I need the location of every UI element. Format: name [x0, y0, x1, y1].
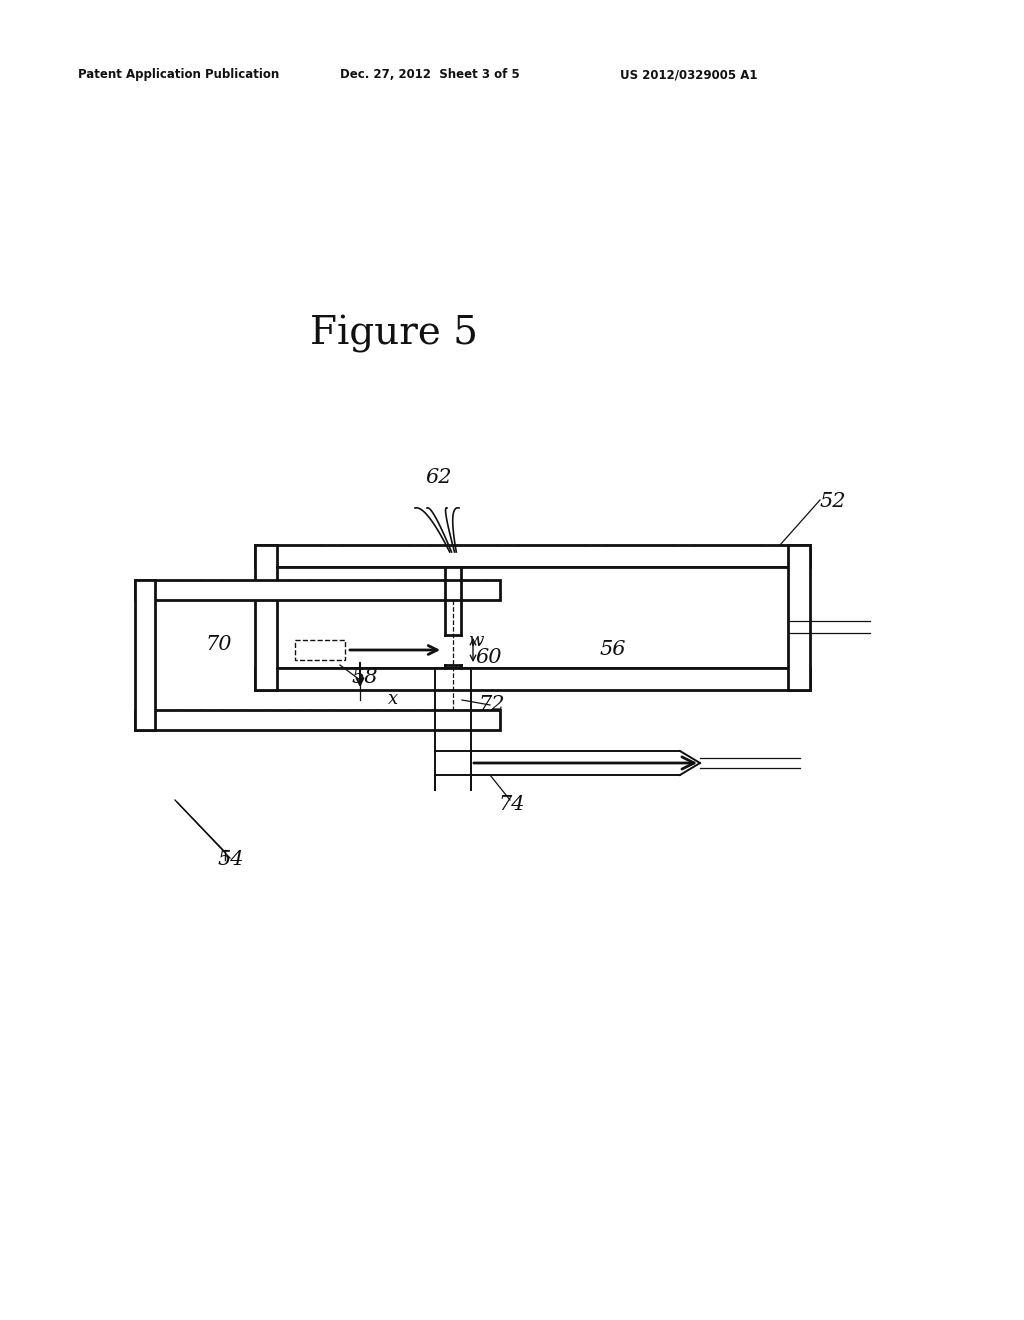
Text: x: x	[388, 690, 398, 708]
Text: Figure 5: Figure 5	[310, 315, 478, 352]
Bar	[255, 668, 810, 690]
Text: 70: 70	[205, 635, 231, 653]
Bar	[788, 545, 810, 690]
Text: 62: 62	[425, 469, 452, 487]
Bar	[135, 579, 500, 601]
Text: 52: 52	[820, 492, 847, 511]
Bar	[295, 640, 345, 660]
Text: 56: 56	[600, 640, 627, 659]
Bar	[135, 579, 155, 730]
Text: 74: 74	[498, 795, 524, 814]
Text: 54: 54	[218, 850, 245, 869]
Text: US 2012/0329005 A1: US 2012/0329005 A1	[620, 69, 758, 81]
Bar	[255, 545, 278, 690]
Bar	[135, 710, 500, 730]
Text: Patent Application Publication: Patent Application Publication	[78, 69, 280, 81]
Bar	[255, 545, 810, 568]
Text: w: w	[469, 632, 484, 649]
Text: 60: 60	[475, 648, 502, 667]
Text: Dec. 27, 2012  Sheet 3 of 5: Dec. 27, 2012 Sheet 3 of 5	[340, 69, 520, 81]
Text: 72: 72	[478, 696, 505, 714]
Text: 58: 58	[352, 668, 379, 686]
